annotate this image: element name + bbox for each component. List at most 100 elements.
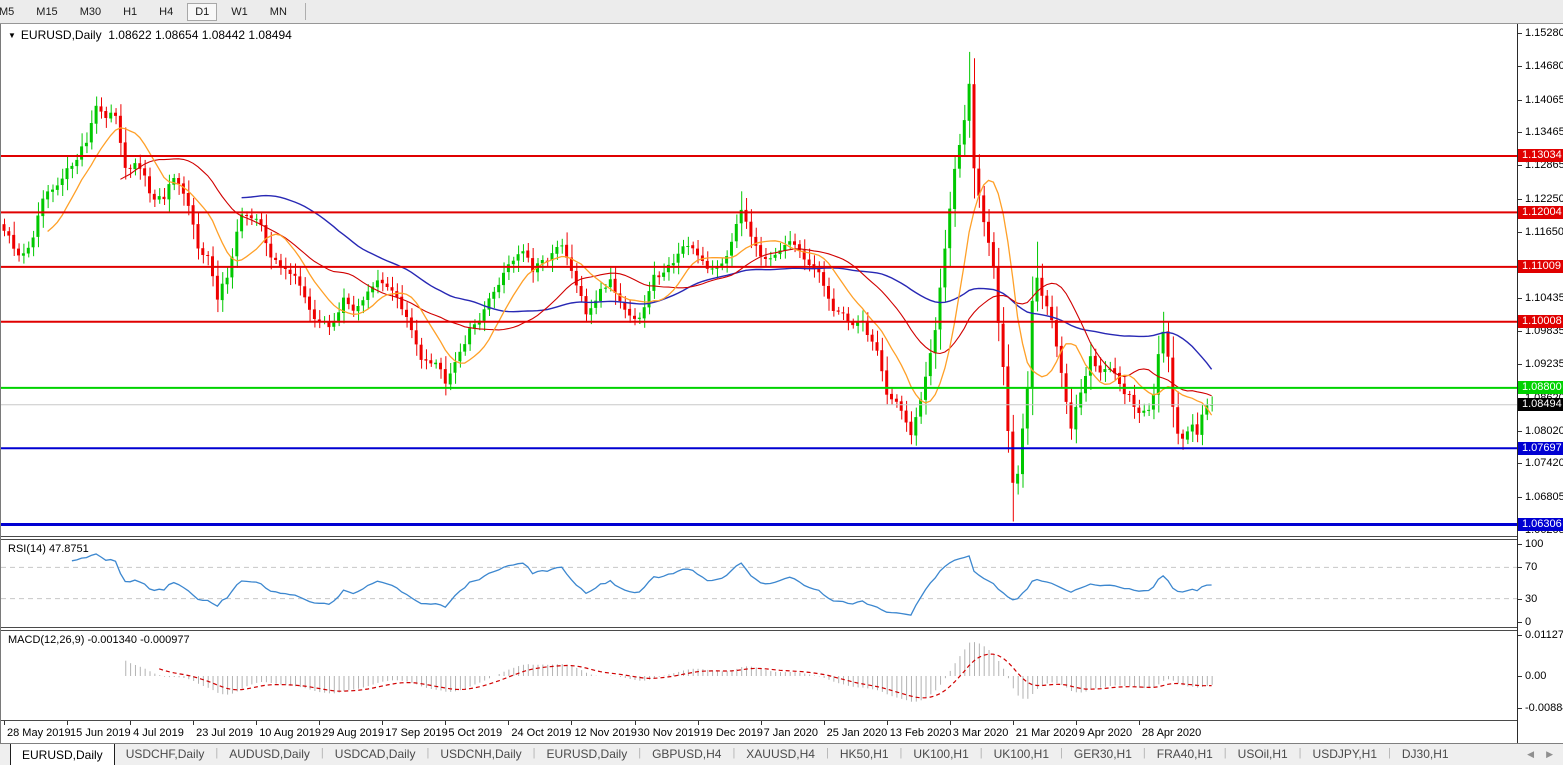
price-tick-label: 1.06805 (1525, 491, 1563, 503)
price-panel: ▼ EURUSD,Daily 1.08622 1.08654 1.08442 1.… (1, 24, 1517, 536)
tab-scroll-right-icon[interactable]: ▶ (1546, 749, 1553, 759)
price-tick-label: -0.008845 (1525, 702, 1563, 714)
date-label: 9 Apr 2020 (1078, 727, 1133, 739)
price-axis-tick (1518, 33, 1522, 34)
tab-fra40-h1[interactable]: FRA40,H1 (1156, 747, 1213, 761)
rsi-chart-canvas[interactable] (1, 540, 1517, 627)
date-label: 12 Nov 2019 (574, 727, 637, 739)
date-label: 28 Apr 2020 (1141, 727, 1202, 739)
panel-divider[interactable] (1, 627, 1517, 631)
price-tick-label: 1.12250 (1525, 193, 1563, 205)
hline-price-label: 1.07697 (1518, 442, 1563, 455)
timeframe-button-w1[interactable]: W1 (231, 5, 248, 18)
chart-ohlc-values: 1.08622 1.08654 1.08442 1.08494 (108, 28, 292, 42)
tab-separator: | (532, 747, 536, 759)
bid-price-label: 1.08494 (1518, 398, 1563, 411)
price-axis-tick (1518, 100, 1522, 101)
price-axis-tick (1518, 622, 1522, 623)
timeframe-button-m15[interactable]: M15 (36, 5, 58, 18)
price-axis[interactable]: 1.15280 1.14680 1.14065 1.13465 1.12865 1.122… (1517, 24, 1563, 743)
price-tick-label: 1.11650 (1525, 226, 1563, 238)
chart-symbol-label: EURUSD,Daily (20, 28, 102, 42)
tab-scroll-nav: ◀ ▶ (1527, 744, 1563, 765)
time-axis-tick (193, 721, 195, 725)
price-tick-label: 0.00 (1525, 670, 1547, 682)
time-axis-tick (1138, 721, 1140, 725)
time-axis-tick (1075, 721, 1077, 725)
macd-label: MACD(12,26,9) -0.001340 -0.000977 (8, 634, 190, 646)
price-axis-tick (1518, 364, 1522, 365)
tab-hk50-h1[interactable]: HK50,H1 (839, 747, 889, 761)
date-label: 5 Oct 2019 (448, 727, 503, 739)
tab-separator: | (1223, 747, 1227, 759)
tab-scroll-left-icon[interactable]: ◀ (1527, 749, 1535, 759)
timeframe-button-mn[interactable]: MN (269, 5, 287, 18)
tab-audusd-daily[interactable]: AUDUSD,Daily (229, 747, 310, 761)
date-label: 3 Mar 2020 (952, 727, 1009, 739)
date-label: 25 Jan 2020 (826, 727, 888, 739)
tab-uk100-h1[interactable]: UK100,H1 (913, 747, 969, 761)
price-tick-label: 1.09235 (1525, 358, 1563, 370)
price-axis-tick (1518, 232, 1522, 233)
timeframe-button-d1[interactable]: D1 (187, 2, 218, 21)
tab-separator: | (732, 747, 736, 759)
rsi-panel: RSI(14) 47.8751 (1, 540, 1517, 627)
price-tick-label: 1.09835 (1525, 325, 1563, 337)
tab-eurusd-daily[interactable]: EURUSD,Daily (546, 747, 628, 761)
time-axis-tick (256, 721, 258, 725)
time-axis-tick (949, 721, 951, 725)
tab-separator: | (899, 747, 903, 759)
time-axis-tick (4, 721, 5, 725)
hline-price-label: 1.06306 (1518, 518, 1563, 531)
price-tick-label: 70 (1525, 561, 1538, 573)
tab-usdcad-daily[interactable]: USDCAD,Daily (334, 747, 416, 761)
tab-gbpusd-h4[interactable]: GBPUSD,H4 (652, 747, 722, 761)
chart-tabs: EURUSD,Daily USDCHF,Daily | AUDUSD,Daily | US… (10, 744, 1460, 765)
price-axis-tick (1518, 431, 1522, 432)
price-axis-tick (1518, 132, 1522, 133)
timeframe-button-m30[interactable]: M30 (79, 5, 102, 18)
time-axis-tick (823, 721, 825, 725)
tab-usdchf-daily[interactable]: USDCHF,Daily (125, 747, 205, 761)
time-axis[interactable]: 28 May 2019 15 Jun 2019 4 Jul 2019 23 Jul 2… (1, 720, 1517, 743)
timeframe-toolbar: M5 M15 M30 H1 H4 D1 W1 MN (0, 0, 1563, 24)
tab-uk100-h1[interactable]: UK100,H1 (993, 747, 1050, 761)
time-axis-tick (382, 721, 384, 725)
time-axis-tick (67, 721, 69, 725)
tab-separator: | (1298, 747, 1302, 759)
tab-usoil-h1[interactable]: USOil,H1 (1237, 747, 1288, 761)
panel-divider[interactable] (1, 536, 1517, 540)
tab-usdjpy-h1[interactable]: USDJPY,H1 (1312, 747, 1378, 761)
macd-chart-canvas[interactable] (1, 631, 1517, 720)
tab-ger30-h1[interactable]: GER30,H1 (1073, 747, 1132, 761)
time-axis-tick (319, 721, 321, 725)
price-tick-label: 0.011277 (1525, 629, 1563, 641)
price-tick-label: 1.10435 (1525, 292, 1563, 304)
chart-dropdown-icon[interactable]: ▼ (8, 31, 16, 40)
timeframe-button-m5[interactable]: M5 (0, 5, 15, 18)
price-axis-tick (1518, 66, 1522, 67)
date-label: 15 Jun 2019 (70, 727, 131, 739)
price-tick-label: 1.14680 (1525, 60, 1563, 72)
tab-dj30-h1[interactable]: DJ30,H1 (1401, 747, 1449, 761)
price-tick-label: 1.13465 (1525, 126, 1563, 138)
timeframe-button-h1[interactable]: H1 (123, 5, 138, 18)
price-chart-canvas[interactable] (1, 24, 1517, 536)
date-label: 17 Sep 2019 (385, 727, 448, 739)
tab-eurusd-daily[interactable]: EURUSD,Daily (10, 744, 115, 765)
tab-separator: | (1388, 747, 1391, 759)
time-axis-tick (634, 721, 636, 725)
date-label: 21 Mar 2020 (1015, 727, 1078, 739)
date-label: 30 Nov 2019 (637, 727, 700, 739)
time-axis-tick (508, 721, 510, 725)
price-tick-label: 0 (1525, 616, 1532, 628)
toolbar-separator (304, 3, 306, 20)
chart-tab-bar: EURUSD,Daily USDCHF,Daily | AUDUSD,Daily | US… (0, 743, 1563, 765)
date-label: 29 Aug 2019 (322, 727, 385, 739)
price-axis-tick (1518, 708, 1522, 709)
timeframe-button-h4[interactable]: H4 (159, 5, 174, 18)
tab-usdcnh-daily[interactable]: USDCNH,Daily (440, 747, 522, 761)
tab-separator: | (215, 747, 219, 759)
tab-xauusd-h4[interactable]: XAUUSD,H4 (746, 747, 815, 761)
